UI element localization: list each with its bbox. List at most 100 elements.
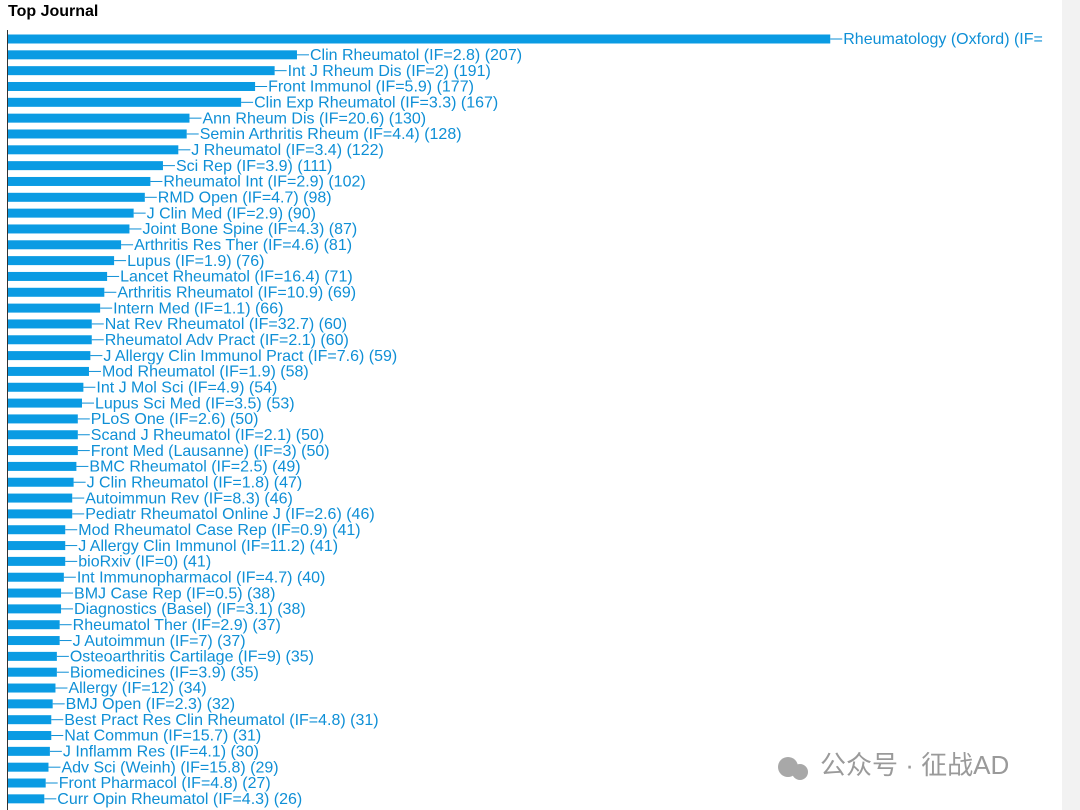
bar-label: Int Immunopharmacol (IF=4.7) (40) — [77, 569, 326, 586]
bar — [8, 446, 78, 456]
bar — [8, 651, 57, 661]
bar — [8, 477, 74, 487]
bar-label: Arthritis Res Ther (IF=4.6) (81) — [134, 237, 352, 254]
bar — [8, 66, 275, 76]
bar-label: Sci Rep (IF=3.9) (111) — [176, 158, 332, 175]
bar-label: Clin Rheumatol (IF=2.8) (207) — [310, 47, 522, 64]
watermark-icon — [792, 764, 808, 780]
bar-label: Lupus (IF=1.9) (76) — [127, 253, 264, 270]
bar-label: Mod Rheumatol (IF=1.9) (58) — [102, 364, 309, 381]
bar-label: Joint Bone Spine (IF=4.3) (87) — [142, 221, 357, 238]
bar — [8, 113, 190, 123]
bar-label: Diagnostics (Basel) (IF=3.1) (38) — [74, 601, 306, 618]
bar — [8, 525, 66, 535]
bar — [8, 588, 62, 598]
bar — [8, 461, 77, 471]
bar-label: J Allergy Clin Immunol (IF=11.2) (41) — [78, 538, 338, 555]
bar — [8, 699, 53, 709]
bar-label: bioRxiv (IF=0) (41) — [78, 554, 211, 571]
bar — [8, 636, 60, 646]
bar — [8, 351, 91, 361]
bar — [8, 683, 56, 693]
bar-label: Clin Exp Rheumatol (IF=3.3) (167) — [254, 95, 498, 112]
bar-label: Semin Arthritis Rheum (IF=4.4) (128) — [200, 126, 462, 143]
watermark: 公众号 · 征战AD — [778, 750, 1009, 780]
bar-label: PLoS One (IF=2.6) (50) — [91, 411, 259, 428]
bar-label: Best Pract Res Clin Rheumatol (IF=4.8) (… — [64, 712, 378, 729]
bar — [8, 192, 145, 202]
bar — [8, 794, 45, 804]
bar — [8, 335, 92, 345]
bar — [8, 224, 130, 234]
bar — [8, 778, 46, 788]
bar-label: Nat Commun (IF=15.7) (31) — [64, 728, 261, 745]
bar-label: Int J Mol Sci (IF=4.9) (54) — [96, 379, 277, 396]
bar — [8, 287, 105, 297]
bar-label: Rheumatology (Oxford) (IF= — [843, 31, 1043, 48]
bar — [8, 762, 49, 772]
bar-label: Autoimmun Rev (IF=8.3) (46) — [85, 490, 293, 507]
bar-label: Front Pharmacol (IF=4.8) (27) — [59, 775, 271, 792]
plot: Rheumatology (Oxford) (IF= Clin Rheumatol… — [8, 31, 1043, 808]
bar-label: Front Immunol (IF=5.9) (177) — [268, 79, 474, 96]
bar — [8, 256, 115, 266]
chart-title: Top Journal — [8, 3, 98, 20]
bar-label: Allergy (IF=12) (34) — [68, 680, 206, 697]
bar-label: Nat Rev Rheumatol (IF=32.7) (60) — [105, 316, 347, 333]
bar-label: Rheumatol Ther (IF=2.9) (37) — [73, 617, 281, 634]
bar-label: J Inflamm Res (IF=4.1) (30) — [63, 744, 259, 761]
bar — [8, 97, 242, 107]
bar — [8, 715, 52, 725]
bar — [8, 319, 92, 329]
bar-label: BMC Rheumatol (IF=2.5) (49) — [89, 459, 300, 476]
bar-label: J Clin Rheumatol (IF=1.8) (47) — [87, 474, 303, 491]
bar — [8, 240, 122, 250]
bar — [8, 81, 256, 91]
bar-label: J Clin Med (IF=2.9) (90) — [147, 205, 316, 222]
bar — [8, 572, 64, 582]
bar-label: BMJ Case Rep (IF=0.5) (38) — [74, 585, 275, 602]
bar — [8, 667, 57, 677]
bar — [8, 176, 151, 186]
bar-label: J Allergy Clin Immunol Pract (IF=7.6) (5… — [103, 348, 397, 365]
bar-label: Lupus Sci Med (IF=3.5) (53) — [95, 395, 295, 412]
bar-label: Lancet Rheumatol (IF=16.4) (71) — [120, 269, 353, 286]
bar — [8, 731, 52, 741]
bar — [8, 509, 73, 519]
bar-label: Rheumatol Int (IF=2.9) (102) — [163, 174, 365, 191]
bar-label: J Autoimmun (IF=7) (37) — [73, 633, 246, 650]
bar-label: Scand J Rheumatol (IF=2.1) (50) — [91, 427, 324, 444]
bar — [8, 398, 82, 408]
bar — [8, 161, 163, 171]
bar — [8, 620, 60, 630]
bar — [8, 271, 108, 281]
bar — [8, 382, 84, 392]
bar-label: Mod Rheumatol Case Rep (IF=0.9) (41) — [78, 522, 360, 539]
bar-label: Rheumatol Adv Pract (IF=2.1) (60) — [105, 332, 349, 349]
bar — [8, 430, 78, 440]
bar-label: Intern Med (IF=1.1) (66) — [113, 300, 283, 317]
bar-label: Pediatr Rheumatol Online J (IF=2.6) (46) — [85, 506, 374, 523]
bar-label: Biomedicines (IF=3.9) (35) — [70, 664, 259, 681]
bar-label: Osteoarthritis Cartilage (IF=9) (35) — [70, 649, 314, 666]
bar — [8, 303, 101, 313]
bar — [8, 145, 179, 155]
bar-label: Front Med (Lausanne) (IF=3) (50) — [91, 443, 330, 460]
bar-label: RMD Open (IF=4.7) (98) — [158, 190, 332, 207]
watermark-text: 公众号 · 征战AD — [820, 750, 1009, 780]
bar-label: Ann Rheum Dis (IF=20.6) (130) — [202, 110, 426, 127]
bar — [8, 493, 73, 503]
bar — [8, 604, 62, 614]
bar — [8, 414, 78, 424]
bar-label: Int J Rheum Dis (IF=2) (191) — [288, 63, 491, 80]
bar — [8, 34, 831, 44]
bar — [8, 556, 66, 566]
bar — [8, 541, 66, 551]
bar — [8, 366, 89, 376]
bar-label: Adv Sci (Weinh) (IF=15.8) (29) — [61, 759, 278, 776]
bar-label: Arthritis Rheumatol (IF=10.9) (69) — [117, 284, 356, 301]
bar — [8, 129, 187, 139]
bar-label: Curr Opin Rheumatol (IF=4.3) (26) — [57, 791, 302, 808]
bar — [8, 746, 50, 756]
